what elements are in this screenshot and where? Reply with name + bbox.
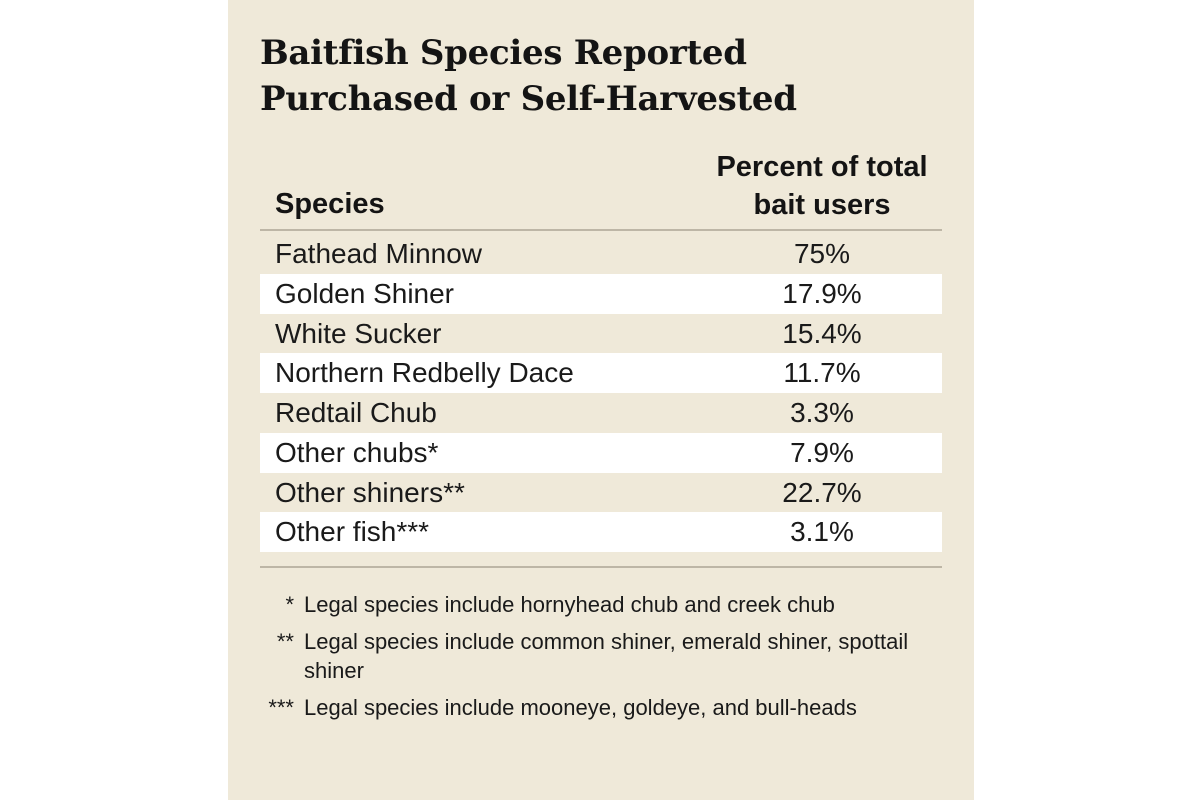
percent-cell: 15.4% [782,317,862,349]
table-row: Golden Shiner 17.9% [260,273,942,314]
percent-cell: 75% [793,238,851,269]
percent-cell: 22.7% [782,476,862,508]
species-cell: Other fish*** [275,516,430,548]
table-row: Other chubs* 7.9% [260,432,942,473]
header-divider [260,229,942,231]
table-row: White Sucker 15.4% [260,314,942,354]
percent-cell: 3.3% [790,397,854,428]
chart-panel: Baitfish Species Reported Purchased or S… [228,0,974,800]
footnote-marker: ** [276,629,294,654]
table-row: Northern Redbelly Dace 11.7% [260,353,942,393]
footnote-marker: *** [268,695,294,720]
footnote-text: Legal species include mooneye, goldeye, … [304,695,857,720]
chart-title: Baitfish Species Reported Purchased or S… [260,33,797,119]
column-header-percent: Percent of total bait users [716,151,928,221]
footnote-text: Legal species include common shiner, eme… [304,629,909,683]
table-row: Other fish*** 3.1% [260,512,942,552]
species-cell: Redtail Chub [275,397,437,428]
footnote: * Legal species include hornyhead chub a… [256,590,956,619]
footnote-text: Legal species include hornyhead chub and… [304,592,835,617]
percent-cell: 11.7% [783,357,861,389]
species-cell: Other chubs* [275,436,439,468]
footnote: ** Legal species include common shiner, … [256,627,956,685]
species-cell: White Sucker [275,317,442,349]
species-cell: Other shiners** [275,476,465,508]
table-body: Fathead Minnow 75% Golden Shiner 17.9% W… [260,234,942,552]
footnote-marker: * [285,592,294,617]
table-row: Other shiners** 22.7% [260,473,942,513]
percent-cell: 17.9% [782,277,862,309]
species-cell: Golden Shiner [275,277,455,309]
percent-cell: 7.9% [790,436,854,468]
species-cell: Northern Redbelly Dace [275,357,574,389]
species-cell: Fathead Minnow [275,238,483,269]
footnotes: * Legal species include hornyhead chub a… [256,590,956,730]
percent-cell: 3.1% [790,516,854,548]
column-header-species: Species [275,188,385,220]
table-row: Fathead Minnow 75% [260,234,942,274]
table-row: Redtail Chub 3.3% [260,393,942,433]
footnote: *** Legal species include mooneye, golde… [256,693,956,722]
footnote-divider [260,566,942,568]
